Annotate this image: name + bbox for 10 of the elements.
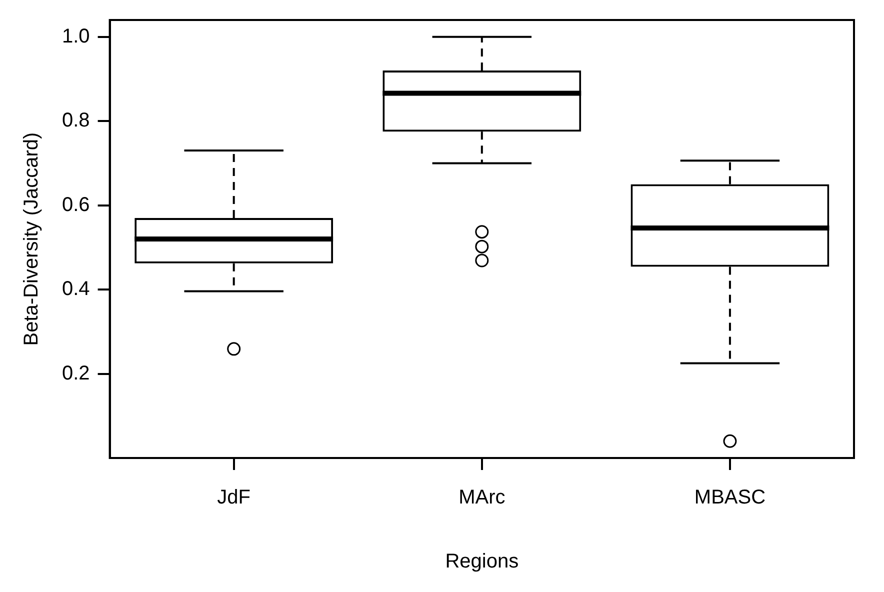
x-tick-label: MArc xyxy=(458,486,506,509)
y-tick-label: 0.4 xyxy=(62,278,90,300)
y-tick-label: 1.0 xyxy=(62,25,90,48)
x-tick-label: MBASC xyxy=(694,486,766,509)
x-axis-title: Regions xyxy=(445,550,519,573)
y-axis-title: Beta-Diversity (Jaccard) xyxy=(20,132,43,346)
y-tick-label: 0.6 xyxy=(62,194,90,216)
y-tick-label: 0.2 xyxy=(62,362,90,384)
y-tick-label: 0.8 xyxy=(62,110,90,132)
x-tick-label: JdF xyxy=(217,486,251,509)
